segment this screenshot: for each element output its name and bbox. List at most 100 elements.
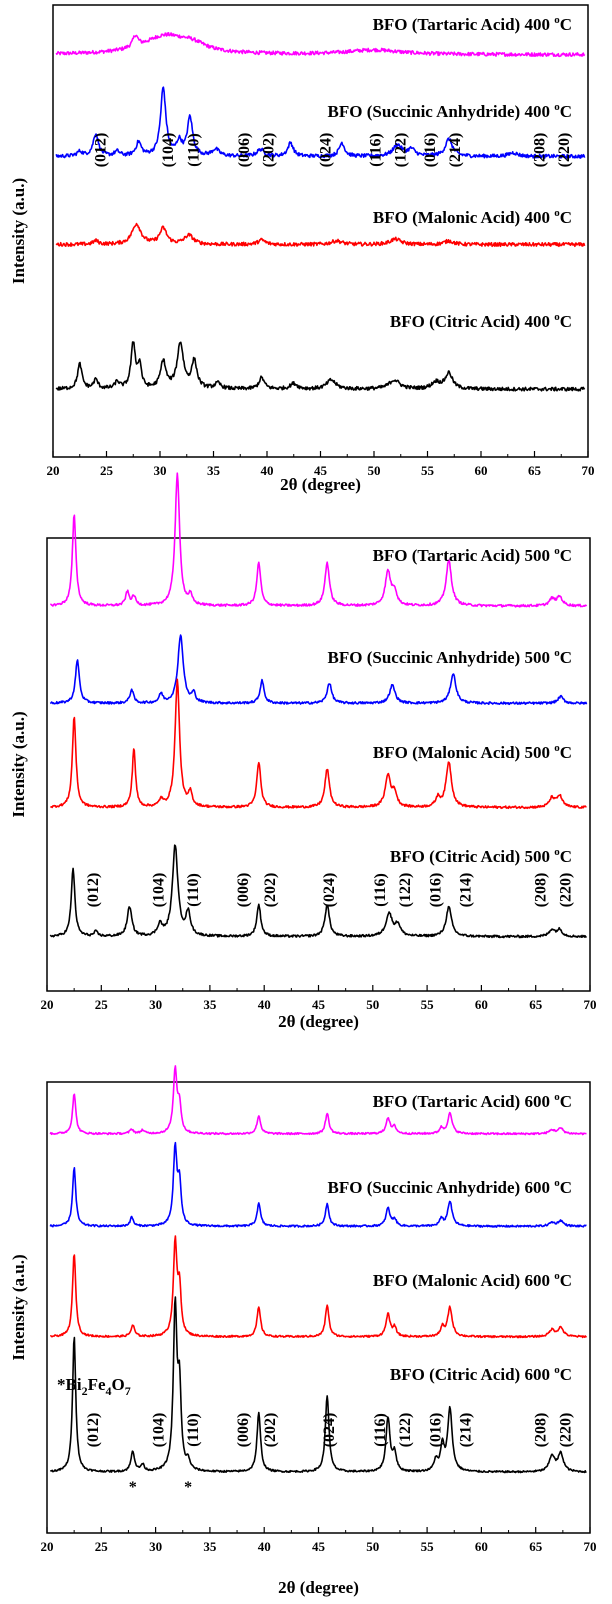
hkl-label: (202) (262, 1413, 279, 1448)
x-tick-label: 45 (312, 997, 326, 1012)
hkl-label: (012) (93, 133, 110, 168)
x-tick-label: 30 (149, 1539, 162, 1554)
x-tick-label: 65 (528, 463, 542, 478)
hkl-label: (016) (427, 873, 444, 908)
series-label: BFO (Malonic Acid) 600 oC (373, 1270, 572, 1290)
hkl-label: (116) (372, 873, 389, 907)
x-tick-label: 40 (261, 463, 274, 478)
series-line-tartaric-acid (49, 1065, 587, 1136)
hkl-label: (110) (185, 1413, 202, 1447)
series-label: BFO (Tartaric Acid) 600 oC (373, 1091, 572, 1111)
y-axis-title: Intensity (a.u.) (9, 711, 28, 817)
x-tick-label: 50 (366, 997, 379, 1012)
series-label: BFO (Tartaric Acid) 500 oC (373, 545, 572, 565)
x-tick-label: 60 (475, 1539, 488, 1554)
series-line-malonic-acid (55, 222, 586, 248)
series-label: BFO (Succinic Anhydride) 500 oC (328, 647, 572, 667)
x-tick-label: 55 (421, 463, 435, 478)
hkl-label: (024) (317, 133, 334, 168)
x-tick-label: 50 (366, 1539, 379, 1554)
x-tick-label: 45 (314, 463, 328, 478)
xrd-panel-400: 20 25 30 35 40 45 50 55 60 65 70 2θ (degree) Intensi… (9, 4, 595, 494)
hkl-label: (202) (261, 133, 278, 168)
hkl-label: (214) (447, 133, 464, 168)
hkl-label: (006) (235, 1413, 252, 1448)
hkl-label: (116) (368, 133, 385, 167)
series-label: BFO (Citric Acid) 600 oC (390, 1364, 572, 1384)
series-label: BFO (Tartaric Acid) 400 oC (373, 14, 572, 34)
series-line-succinic-anhydride (55, 86, 586, 159)
x-axis-title: 2θ (degree) (278, 1012, 359, 1031)
series-label: BFO (Citric Acid) 400 oC (390, 311, 572, 331)
hkl-label: (110) (186, 133, 203, 167)
hkl-label: (016) (427, 1413, 444, 1448)
x-tick-label: 70 (584, 997, 597, 1012)
hkl-label: (208) (533, 873, 550, 908)
hkl-label: (006) (236, 133, 253, 168)
x-tick-label: 40 (258, 997, 271, 1012)
hkl-label: (012) (85, 873, 102, 908)
x-tick-label: 60 (475, 997, 488, 1012)
hkl-label: (104) (160, 133, 177, 168)
hkl-label: (220) (558, 1413, 575, 1448)
hkl-label: (122) (397, 1413, 414, 1448)
x-tick-label: 35 (203, 1539, 217, 1554)
xrd-panel-500: 20 25 30 35 40 45 50 55 60 65 70 2θ (degree) Intensi… (9, 472, 597, 1031)
x-tick-label: 30 (149, 997, 162, 1012)
hkl-label: (220) (558, 873, 575, 908)
series-line-citric-acid (49, 844, 588, 939)
x-tick-label: 50 (368, 463, 381, 478)
series-line-malonic-acid (50, 1235, 588, 1339)
hkl-label: (024) (321, 873, 338, 908)
series-line-citric-acid (55, 341, 586, 392)
hkl-label: (214) (458, 873, 475, 908)
hkl-label: (116) (372, 1413, 389, 1447)
hkl-label: (024) (321, 1413, 338, 1448)
series-label: BFO (Malonic Acid) 500 oC (373, 742, 572, 762)
x-tick-label: 30 (154, 463, 167, 478)
x-tick-label: 60 (475, 463, 488, 478)
series-label: BFO (Malonic Acid) 400 oC (373, 207, 572, 227)
series-line-malonic-acid (50, 678, 587, 810)
x-tick-label: 25 (95, 1539, 109, 1554)
x-tick-label: 65 (529, 1539, 543, 1554)
x-axis-title: 2θ (degree) (278, 1578, 359, 1597)
x-tick-label: 35 (203, 997, 217, 1012)
impurity-marker: * (129, 1479, 137, 1496)
hkl-label: (110) (185, 873, 202, 907)
hkl-label: (104) (150, 873, 167, 908)
x-tick-label: 35 (207, 463, 221, 478)
series-line-citric-acid (50, 1296, 587, 1474)
x-axis-title: 2θ (degree) (280, 475, 361, 494)
x-tick-label: 70 (582, 463, 595, 478)
hkl-label: (214) (458, 1413, 475, 1448)
series-label: BFO (Citric Acid) 500 oC (390, 846, 572, 866)
series-line-tartaric-acid (55, 31, 586, 58)
y-axis-title: Intensity (a.u.) (9, 1254, 28, 1360)
x-tick-label: 70 (584, 1539, 597, 1554)
hkl-label: (122) (397, 873, 414, 908)
x-tick-label: 45 (312, 1539, 326, 1554)
x-tick-label: 40 (258, 1539, 271, 1554)
hkl-label: (122) (392, 133, 409, 168)
x-tick-label: 25 (100, 463, 114, 478)
impurity-marker: * (184, 1479, 192, 1496)
hkl-label: (202) (262, 873, 279, 908)
y-axis-title: Intensity (a.u.) (9, 178, 28, 284)
hkl-label: (012) (85, 1413, 102, 1448)
hkl-label: (208) (531, 133, 548, 168)
x-tick-label: 20 (41, 997, 54, 1012)
x-tick-label: 20 (41, 1539, 54, 1554)
hkl-label: (006) (235, 873, 252, 908)
x-tick-label: 20 (47, 463, 60, 478)
impurity-label: *Bi2Fe4O7 (57, 1375, 131, 1398)
x-tick-label: 65 (529, 997, 543, 1012)
hkl-label: (104) (150, 1413, 167, 1448)
series-line-tartaric-acid (50, 472, 588, 608)
series-line-succinic-anhydride (49, 1141, 587, 1228)
x-tick-label: 55 (421, 1539, 435, 1554)
series-label: BFO (Succinic Anhydride) 400 oC (328, 101, 572, 121)
series-line-succinic-anhydride (49, 634, 588, 706)
hkl-label: (208) (533, 1413, 550, 1448)
